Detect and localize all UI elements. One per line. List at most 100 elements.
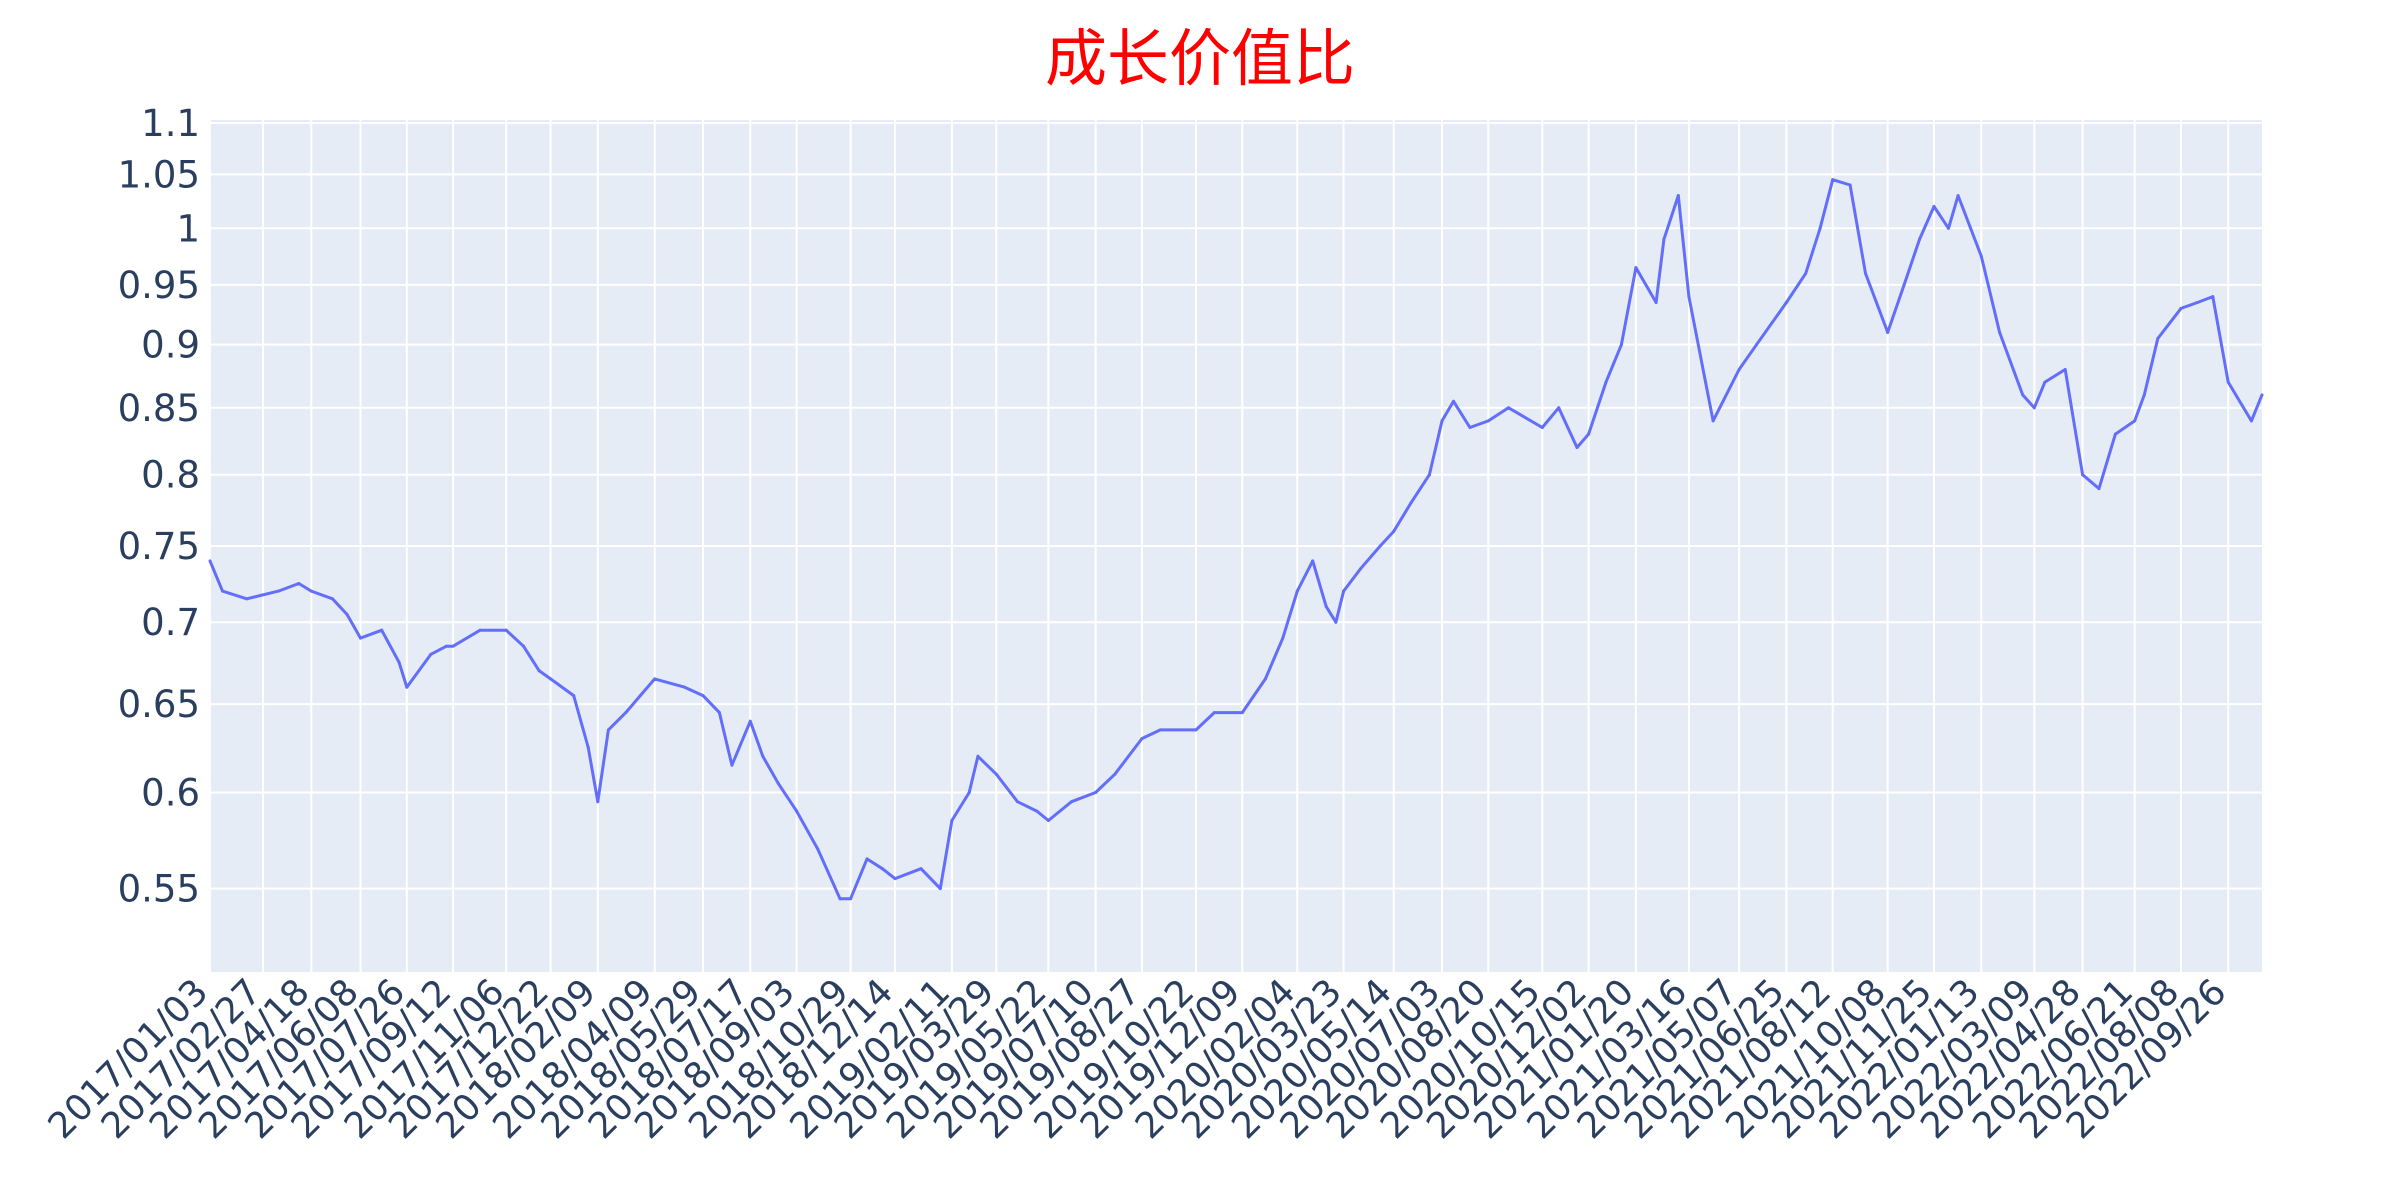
data-point <box>1818 226 1822 230</box>
data-point <box>1212 711 1216 715</box>
data-point <box>1046 818 1050 822</box>
data-point <box>1507 406 1511 410</box>
data-point <box>451 644 455 648</box>
data-point <box>919 867 923 871</box>
y-tick-label: 0.9 <box>141 324 200 367</box>
data-point <box>1587 432 1591 436</box>
data-point <box>1902 283 1906 287</box>
y-axis-tick-labels: 0.55 0.6 0.65 0.7 0.75 0.8 0.85 0.9 0.95 1 1.05 1.1 <box>118 102 200 911</box>
data-point <box>1848 183 1852 187</box>
data-point <box>1194 728 1198 732</box>
data-point <box>893 877 897 881</box>
data-point <box>1754 343 1758 347</box>
y-tick-label: 1 <box>176 207 200 250</box>
data-point <box>1979 254 1983 258</box>
data-point <box>1918 237 1922 241</box>
data-point <box>2195 301 2199 305</box>
data-point <box>2081 473 2085 477</box>
data-point <box>1932 204 1936 208</box>
data-point <box>1070 800 1074 804</box>
data-point <box>1486 419 1490 423</box>
data-point <box>1540 425 1544 429</box>
data-point <box>1468 425 1472 429</box>
data-point <box>221 589 225 593</box>
data-point <box>1956 194 1960 198</box>
y-tick-label: 0.95 <box>118 264 200 307</box>
data-point <box>586 745 590 749</box>
data-point <box>1998 330 2002 334</box>
data-point <box>2021 393 2025 397</box>
data-point <box>572 694 576 698</box>
data-point <box>2142 393 2146 397</box>
x-axis-tick-labels: 2017/01/032017/02/272017/04/182017/06/08… <box>41 971 2235 1147</box>
data-point <box>297 581 301 585</box>
data-point <box>701 694 705 698</box>
data-point <box>761 754 765 758</box>
data-point <box>2097 487 2101 491</box>
data-point <box>1140 737 1144 741</box>
data-point <box>2260 393 2264 397</box>
data-point <box>1604 380 1608 384</box>
data-point <box>1094 790 1098 794</box>
data-point <box>1440 419 1444 423</box>
data-point <box>331 597 335 601</box>
data-point <box>849 897 853 901</box>
data-point <box>1711 419 1715 423</box>
y-tick-label: 0.6 <box>141 771 200 814</box>
y-tick-label: 0.55 <box>118 868 200 911</box>
data-point <box>2226 380 2230 384</box>
data-point <box>504 628 508 632</box>
data-point <box>838 897 842 901</box>
data-point <box>1334 620 1338 624</box>
data-point <box>1359 566 1363 570</box>
data-point <box>1575 445 1579 449</box>
data-point <box>1113 772 1117 776</box>
data-point <box>994 772 998 776</box>
data-point <box>1409 501 1413 505</box>
data-point <box>1784 301 1788 305</box>
data-point <box>405 685 409 689</box>
data-point <box>938 887 942 891</box>
data-point <box>596 800 600 804</box>
data-point <box>1804 271 1808 275</box>
y-tick-label: 1.05 <box>118 153 200 196</box>
data-point <box>1263 677 1267 681</box>
data-point <box>276 589 280 593</box>
data-point <box>380 628 384 632</box>
data-point <box>1863 271 1867 275</box>
data-point <box>478 628 482 632</box>
y-tick-label: 1.1 <box>141 102 200 145</box>
data-point <box>606 728 610 732</box>
data-point <box>2063 367 2067 371</box>
data-point <box>358 636 362 640</box>
data-point <box>1427 473 1431 477</box>
data-point <box>208 559 212 563</box>
data-point <box>1281 636 1285 640</box>
y-tick-label: 0.8 <box>141 454 200 497</box>
data-point <box>638 694 642 698</box>
data-point <box>1687 295 1691 299</box>
data-point <box>2249 419 2253 423</box>
data-point <box>730 763 734 767</box>
data-point <box>1378 544 1382 548</box>
data-point <box>2211 295 2215 299</box>
data-point <box>549 677 553 681</box>
data-point <box>245 597 249 601</box>
data-point <box>1240 711 1244 715</box>
data-point <box>1342 589 1346 593</box>
data-point <box>2156 337 2160 341</box>
data-point <box>1662 237 1666 241</box>
data-point <box>2043 380 2047 384</box>
data-point <box>967 790 971 794</box>
data-point <box>522 644 526 648</box>
data-point <box>624 711 628 715</box>
data-point <box>2113 432 2117 436</box>
data-point <box>1557 406 1561 410</box>
data-point <box>1311 559 1315 563</box>
data-point <box>309 589 313 593</box>
y-gridlines <box>210 122 2262 890</box>
data-point <box>1676 194 1680 198</box>
data-point <box>776 781 780 785</box>
data-point <box>1035 809 1039 813</box>
data-point <box>1158 728 1162 732</box>
